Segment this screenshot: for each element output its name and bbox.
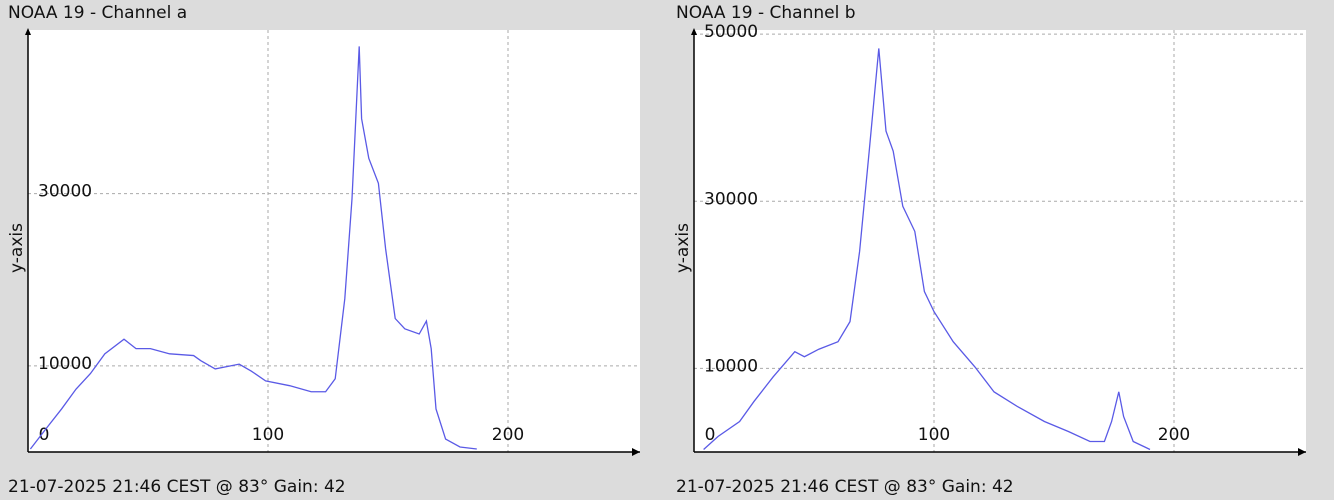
plot-area	[694, 30, 1306, 452]
y-axis-label: y-axis	[7, 223, 27, 273]
x-tick-label: 200	[492, 425, 524, 445]
x-tick-label: 200	[1158, 425, 1190, 445]
data-line	[29, 46, 477, 450]
y-tick-label: 30000	[704, 189, 758, 209]
x-tick-label: 100	[918, 425, 950, 445]
x-axis-arrow	[632, 448, 640, 456]
footer-info: 21-07-2025 21:46 CEST @ 83° Gain: 42	[676, 477, 1014, 497]
y-tick-label: 10000	[38, 354, 92, 374]
y-tick-label: 30000	[38, 182, 92, 202]
y-axis-arrow	[691, 28, 697, 35]
data-line	[703, 48, 1151, 451]
x-tick-label: 100	[252, 425, 284, 445]
y-tick-label: 50000	[704, 22, 758, 42]
x-axis-arrow	[1298, 448, 1306, 456]
x-tick-label: 0	[705, 425, 716, 445]
footer-info: 21-07-2025 21:46 CEST @ 83° Gain: 42	[8, 477, 346, 497]
y-axis-label: y-axis	[673, 223, 693, 273]
x-tick-label: 0	[39, 425, 50, 445]
chart-title: NOAA 19 - Channel b	[676, 3, 856, 23]
y-axis-arrow	[25, 28, 31, 35]
plot-area	[28, 30, 640, 452]
chart-title: NOAA 19 - Channel a	[8, 3, 187, 23]
y-tick-label: 10000	[704, 356, 758, 376]
